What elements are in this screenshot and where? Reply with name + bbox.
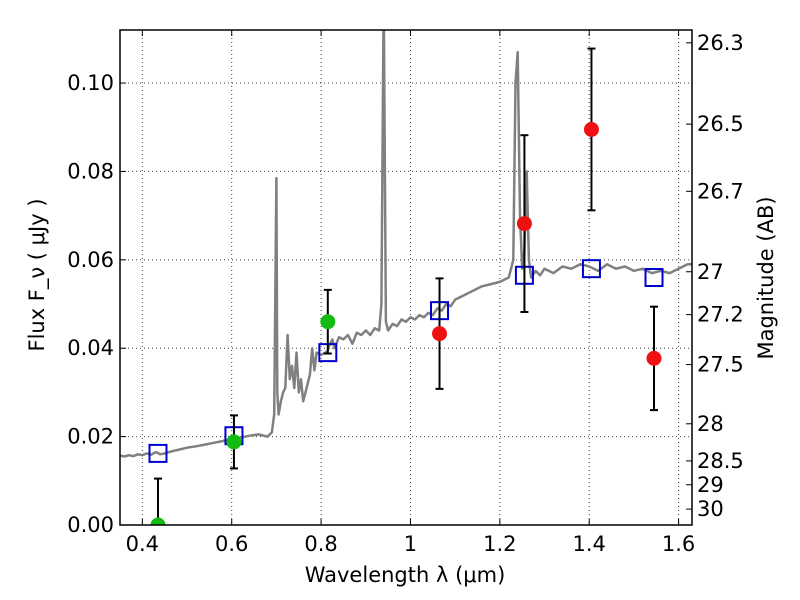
plot-area [120,30,692,525]
axis-ticks: 0.4 0.6 0.8 1 1.2 1.4 1.6 0.00 0.02 0.04 0.06 0.08 0… [67,30,744,556]
right-axis-tick-label: 28.5 [697,449,744,473]
series-group [120,30,692,525]
observed-point [226,434,242,450]
right-axis-tick-label: 27.2 [697,303,744,327]
x-tick-label: 1 [404,532,417,556]
right-axis-tick-label: 26.3 [697,31,744,55]
observed-point [320,314,336,330]
x-axis-title: Wavelength λ (μm) [305,563,506,587]
y-axis-title: Flux F_ν ( μJy ) [25,198,50,351]
x-tick-label: 0.4 [126,532,159,556]
observed-point [150,517,166,525]
right-axis-tick-label: 26.5 [697,112,744,136]
model-photometry-square [581,259,601,279]
model-photometry-square [148,443,168,463]
observed-point [583,121,599,137]
right-axis-tick-label: 26.7 [697,179,744,203]
observed-point [432,326,448,342]
right-axis-tick-label: 27.5 [697,353,744,377]
x-tick-label: 0.6 [215,532,248,556]
x-tick-label: 1.2 [483,532,516,556]
x-tick-label: 1.6 [662,532,695,556]
right-axis-tick-label: 27 [697,260,724,284]
observed-point [646,350,662,366]
y-tick-label: 0.02 [67,425,114,449]
y-tick-label: 0.10 [67,71,114,95]
x-tick-label: 0.8 [304,532,337,556]
y-tick-label: 0.08 [67,159,114,183]
right-axis-tick-label: 28 [697,412,724,436]
y-tick-label: 0.00 [67,513,114,537]
x-tick-label: 1.4 [573,532,606,556]
right-axis-tick-label: 29 [697,473,724,497]
observed-point [516,216,532,232]
model-sed-line [120,30,692,458]
y-tick-label: 0.04 [67,336,114,360]
right-axis-title: Magnitude (AB) [754,196,778,359]
grid [120,30,692,525]
model-photometry-square [644,268,664,287]
plot-frame [119,29,693,526]
right-axis-tick-label: 30 [697,497,724,521]
y-tick-label: 0.06 [67,248,114,272]
